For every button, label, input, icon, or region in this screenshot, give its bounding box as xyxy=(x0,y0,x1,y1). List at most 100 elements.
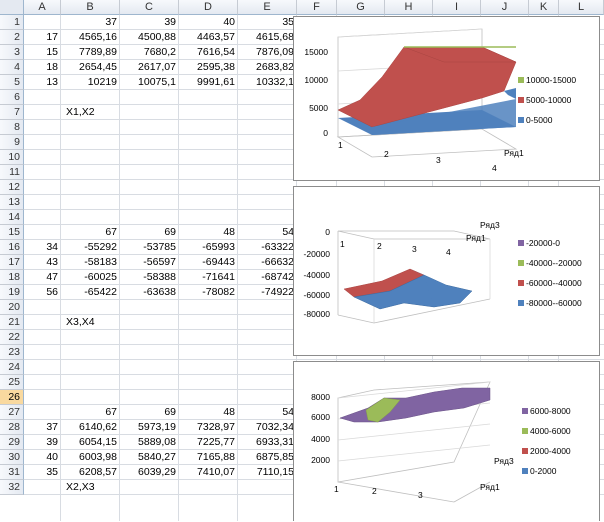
cell-d19[interactable]: -71641 xyxy=(202,271,235,283)
cell-b19[interactable]: -60025 xyxy=(84,271,117,283)
cell-d16[interactable]: 48 xyxy=(223,226,235,238)
cell-c19[interactable]: -58388 xyxy=(143,271,176,283)
row-header-30[interactable]: 30 xyxy=(0,450,24,465)
column-header-l[interactable]: L xyxy=(559,0,604,15)
cell-c18[interactable]: -56597 xyxy=(143,256,176,268)
column-header-h[interactable]: H xyxy=(385,0,433,15)
row-header-21[interactable]: 21 xyxy=(0,315,24,330)
row-header-4[interactable]: 4 xyxy=(0,60,24,75)
cell-e16[interactable]: 54 xyxy=(282,226,294,238)
cell-a28[interactable]: 39 xyxy=(46,436,58,448)
row-header-27[interactable]: 27 xyxy=(0,405,24,420)
cell-c4[interactable]: 2617,07 xyxy=(138,61,176,73)
row-header-20[interactable]: 20 xyxy=(0,300,24,315)
column-header-j[interactable]: J xyxy=(481,0,529,15)
row-header-7[interactable]: 7 xyxy=(0,105,24,120)
column-header-c[interactable]: C xyxy=(120,0,179,15)
column-header-i[interactable]: I xyxy=(433,0,481,15)
cell-a17[interactable]: 34 xyxy=(46,241,58,253)
cell-d29[interactable]: 7165,88 xyxy=(197,451,235,463)
row-header-8[interactable]: 8 xyxy=(0,120,24,135)
row-header-16[interactable]: 16 xyxy=(0,240,24,255)
cell-e29[interactable]: 6875,85 xyxy=(256,451,294,463)
row-header-12[interactable]: 12 xyxy=(0,180,24,195)
cell-e17[interactable]: -63322 xyxy=(261,241,294,253)
cell-d28[interactable]: 7225,77 xyxy=(197,436,235,448)
row-header-23[interactable]: 23 xyxy=(0,345,24,360)
cell-a18[interactable]: 43 xyxy=(46,256,58,268)
cell-b3[interactable]: 7789,89 xyxy=(79,46,117,58)
row-header-31[interactable]: 31 xyxy=(0,465,24,480)
row-header-9[interactable]: 9 xyxy=(0,135,24,150)
row-header-5[interactable]: 5 xyxy=(0,75,24,90)
cell-b18[interactable]: -58183 xyxy=(84,256,117,268)
cell-e3[interactable]: 7876,09 xyxy=(256,46,294,58)
cell-e1[interactable]: 35 xyxy=(282,16,294,28)
cell-d30[interactable]: 7410,07 xyxy=(197,466,235,478)
select-all-corner[interactable] xyxy=(0,0,24,15)
cell-b28[interactable]: 6054,15 xyxy=(79,436,117,448)
column-header-a[interactable]: A xyxy=(24,0,61,15)
cell-c3[interactable]: 7680,2 xyxy=(143,46,176,58)
surface-chart-2[interactable]: 0 -20000 -40000 -60000 -80000 1 2 3 4 Ря… xyxy=(293,186,600,356)
cell-d4[interactable]: 2595,38 xyxy=(197,61,235,73)
cell-b17[interactable]: -55292 xyxy=(84,241,117,253)
cell-c20[interactable]: -63638 xyxy=(143,286,176,298)
row-header-26[interactable]: 26 xyxy=(0,390,24,405)
cell-b20[interactable]: -65422 xyxy=(84,286,117,298)
cell-b1[interactable]: 37 xyxy=(105,16,117,28)
cell-e30[interactable]: 7110,15 xyxy=(256,466,294,478)
cell-a19[interactable]: 47 xyxy=(46,271,58,283)
cell-e5[interactable]: 10332,1 xyxy=(256,76,294,88)
cell-d26[interactable]: 48 xyxy=(223,406,235,418)
cell-b5[interactable]: 10219 xyxy=(87,76,117,88)
row-header-29[interactable]: 29 xyxy=(0,435,24,450)
cell-c16[interactable]: 69 xyxy=(164,226,176,238)
cell-d5[interactable]: 9991,61 xyxy=(197,76,235,88)
row-header-13[interactable]: 13 xyxy=(0,195,24,210)
cell-a2[interactable]: 17 xyxy=(46,31,58,43)
cell-b27[interactable]: 6140,62 xyxy=(79,421,117,433)
cell-b7-label[interactable]: X1,X2 xyxy=(66,106,95,118)
row-header-24[interactable]: 24 xyxy=(0,360,24,375)
row-header-11[interactable]: 11 xyxy=(0,165,24,180)
row-header-3[interactable]: 3 xyxy=(0,45,24,60)
row-header-14[interactable]: 14 xyxy=(0,210,24,225)
column-header-b[interactable]: B xyxy=(61,0,120,15)
surface-chart-3[interactable]: 8000 6000 4000 2000 1 2 3 Ряд3 Ряд1 6000… xyxy=(293,361,600,521)
row-header-2[interactable]: 2 xyxy=(0,30,24,45)
cell-d20[interactable]: -78082 xyxy=(202,286,235,298)
cell-a5[interactable]: 13 xyxy=(46,76,58,88)
cell-a27[interactable]: 37 xyxy=(46,421,58,433)
cell-d18[interactable]: -69443 xyxy=(202,256,235,268)
column-header-f[interactable]: F xyxy=(297,0,337,15)
cell-d17[interactable]: -65993 xyxy=(202,241,235,253)
row-header-18[interactable]: 18 xyxy=(0,270,24,285)
cell-c26[interactable]: 69 xyxy=(164,406,176,418)
column-header-d[interactable]: D xyxy=(179,0,238,15)
cell-c29[interactable]: 5840,27 xyxy=(138,451,176,463)
row-header-15[interactable]: 15 xyxy=(0,225,24,240)
cell-e20[interactable]: -74922 xyxy=(261,286,294,298)
cell-b16[interactable]: 67 xyxy=(105,226,117,238)
cell-a20[interactable]: 56 xyxy=(46,286,58,298)
cell-d27[interactable]: 7328,97 xyxy=(197,421,235,433)
cell-e26[interactable]: 54 xyxy=(282,406,294,418)
cell-b2[interactable]: 4565,16 xyxy=(79,31,117,43)
cell-b30[interactable]: 6208,57 xyxy=(79,466,117,478)
cell-c2[interactable]: 4500,88 xyxy=(138,31,176,43)
cell-b26[interactable]: 67 xyxy=(105,406,117,418)
cell-e27[interactable]: 7032,34 xyxy=(256,421,294,433)
column-header-k[interactable]: K xyxy=(529,0,559,15)
cell-a29[interactable]: 40 xyxy=(46,451,58,463)
row-header-32[interactable]: 32 xyxy=(0,480,24,495)
cell-b22-label[interactable]: X3,X4 xyxy=(66,316,95,328)
surface-chart-1[interactable]: 15000 10000 5000 0 1 2 3 4 Ряд1 10000-15… xyxy=(293,16,600,181)
cell-e4[interactable]: 2683,82 xyxy=(256,61,294,73)
column-header-e[interactable]: E xyxy=(238,0,297,15)
column-header-g[interactable]: G xyxy=(337,0,385,15)
cell-e19[interactable]: -68742 xyxy=(261,271,294,283)
cell-c5[interactable]: 10075,1 xyxy=(138,76,176,88)
row-header-22[interactable]: 22 xyxy=(0,330,24,345)
cell-d3[interactable]: 7616,54 xyxy=(197,46,235,58)
